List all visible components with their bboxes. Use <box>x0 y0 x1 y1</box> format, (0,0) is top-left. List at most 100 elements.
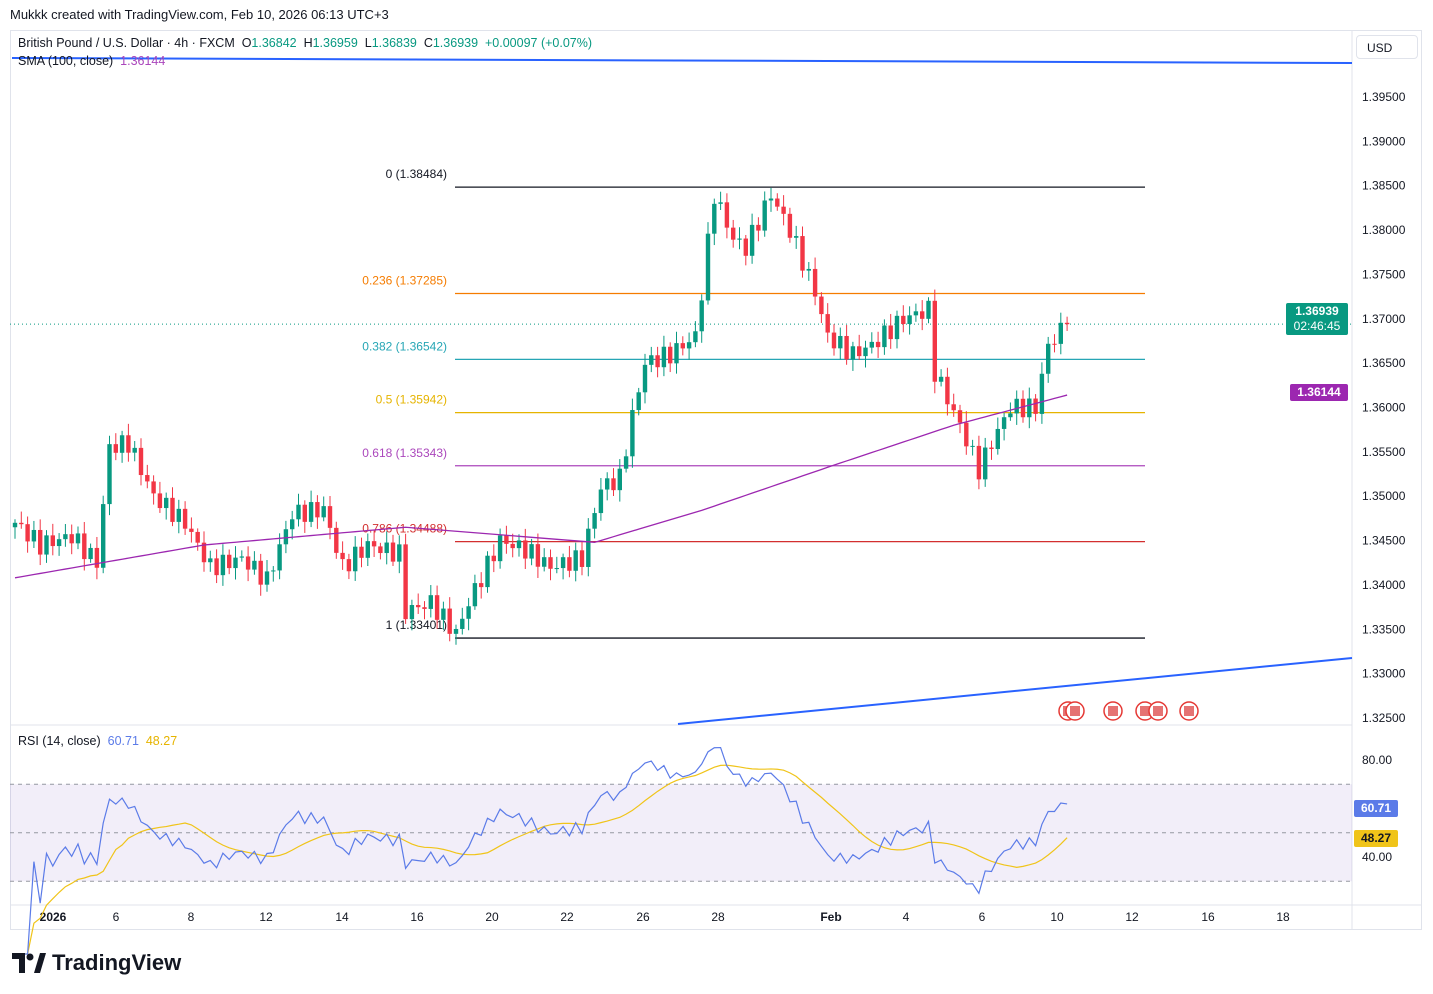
candle-body <box>416 605 421 608</box>
candle-body <box>19 522 24 525</box>
last-price: 1.36939 <box>1295 304 1339 318</box>
time-tick: 16 <box>410 910 424 924</box>
candle-body <box>907 315 912 325</box>
time-tick: 12 <box>1125 910 1139 924</box>
candle-body <box>510 543 515 549</box>
candle-body <box>586 528 591 567</box>
rsi-ma-value: 48.27 <box>145 734 178 748</box>
candle-body <box>812 268 818 297</box>
candle-body <box>913 311 919 316</box>
time-tick: Feb <box>820 910 841 924</box>
candle-body <box>964 422 969 447</box>
price-tick: 1.36000 <box>1362 400 1406 414</box>
candle-body <box>94 547 100 568</box>
symbol-title[interactable]: British Pound / U.S. Dollar · 4h · FXCM <box>18 36 235 50</box>
candle-body <box>995 428 1000 450</box>
candle-body <box>894 315 900 340</box>
candle-body <box>516 540 522 549</box>
time-tick: 14 <box>335 910 349 924</box>
candle-body <box>794 236 799 238</box>
candle-body <box>44 535 49 555</box>
candle-body <box>340 552 345 560</box>
tradingview-logo[interactable]: TradingView <box>12 950 181 976</box>
time-tick: 6 <box>113 910 120 924</box>
candle-body <box>69 534 74 544</box>
candle-body <box>453 628 459 634</box>
candle-body <box>264 571 270 585</box>
close-value: 1.36939 <box>432 36 479 50</box>
candle-body <box>290 519 295 530</box>
currency-button[interactable]: USD <box>1356 35 1418 59</box>
time-tick: 18 <box>1276 910 1290 924</box>
candle-body <box>529 544 534 559</box>
symbol-legend: British Pound / U.S. Dollar · 4h · FXCM … <box>18 36 592 50</box>
candle-body <box>245 556 251 570</box>
price-tick: 1.38000 <box>1362 223 1406 237</box>
candle-body <box>567 557 572 571</box>
candle-body <box>491 555 496 562</box>
candle-body <box>850 346 856 360</box>
us-flag-icon <box>1140 706 1150 716</box>
open-label: O <box>241 36 252 50</box>
candle-body <box>390 542 396 562</box>
price-tick: 1.36500 <box>1362 356 1406 370</box>
trend-line-upper <box>11 57 1353 64</box>
us-flag-icon <box>1070 706 1080 716</box>
price-tick: 1.39000 <box>1362 134 1406 148</box>
candle-body <box>749 224 755 256</box>
candle-body <box>737 238 742 240</box>
candle-body <box>617 468 622 491</box>
candle-body <box>138 447 144 476</box>
rsi-label: RSI (14, close) <box>18 734 101 748</box>
candle-body <box>176 508 181 522</box>
sma-legend[interactable]: SMA (100, close) 1.36144 <box>18 54 165 68</box>
time-tick: 6 <box>979 910 986 924</box>
candle-body <box>775 198 780 207</box>
candle-body <box>479 583 484 588</box>
fib-level-label: 0.236 (1.37285) <box>362 273 447 287</box>
candle-body <box>636 392 641 411</box>
candle-body <box>403 544 408 620</box>
candle-body <box>1001 417 1007 429</box>
candle-body <box>472 583 478 607</box>
candle-body <box>1058 322 1063 344</box>
rsi-value: 60.71 <box>107 734 139 748</box>
fib-level-label: 0.786 (1.34488) <box>362 522 447 536</box>
candle-body <box>422 607 427 609</box>
time-tick: 16 <box>1201 910 1215 924</box>
candle-body <box>227 554 232 569</box>
candle-body <box>605 478 610 490</box>
bar-countdown: 02:46:45 <box>1293 319 1341 333</box>
time-tick: 8 <box>188 910 195 924</box>
candle-body <box>762 200 767 231</box>
candle-body <box>535 544 541 567</box>
logo-text: TradingView <box>52 950 182 975</box>
candle-body <box>693 331 698 343</box>
fib-level-label: 0.382 (1.36542) <box>362 339 447 353</box>
candle-body <box>25 524 30 542</box>
candle-body <box>31 529 37 542</box>
candle-body <box>573 550 578 571</box>
candle-body <box>409 605 415 620</box>
candle-body <box>82 533 87 560</box>
fib-level-label: 1 (1.33401) <box>386 618 447 632</box>
candle-body <box>113 444 118 453</box>
candle-body <box>560 557 566 569</box>
candle-body <box>220 554 226 576</box>
candle-body <box>970 445 975 447</box>
rsi-legend[interactable]: RSI (14, close) 60.71 48.27 <box>18 734 177 748</box>
candle-body <box>705 233 711 301</box>
high-label: H <box>303 36 313 50</box>
candle-body <box>12 522 18 528</box>
candle-body <box>365 541 370 558</box>
candle-body <box>781 206 786 214</box>
open-value: 1.36842 <box>251 36 297 50</box>
chart-frame[interactable] <box>10 30 1422 930</box>
candle-body <box>957 410 963 423</box>
candle-body <box>1014 398 1019 414</box>
candle-body <box>315 502 320 518</box>
candle-body <box>371 541 377 547</box>
time-tick: 10 <box>1050 910 1064 924</box>
price-tick: 1.38500 <box>1362 179 1406 193</box>
